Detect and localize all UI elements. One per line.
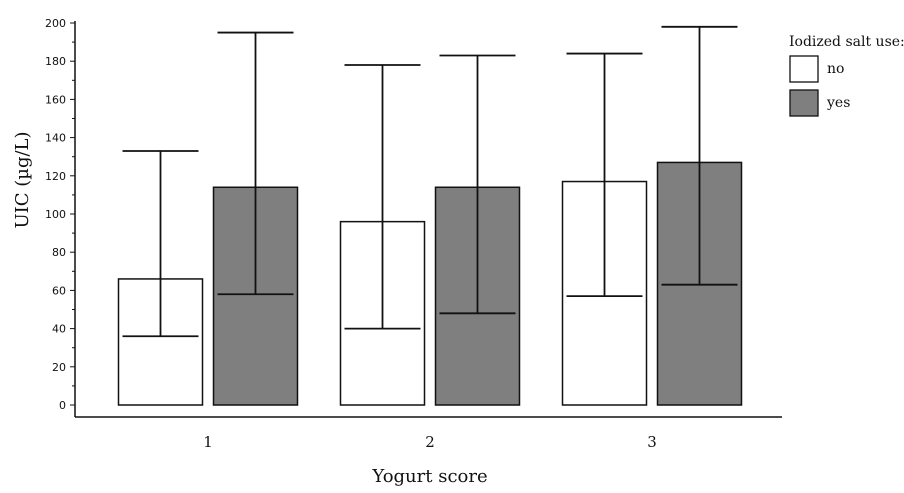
x-tick-label-2: 2 — [425, 433, 435, 451]
x-tick-label-1: 1 — [203, 433, 213, 451]
legend-label-yes: yes — [826, 95, 850, 111]
legend-title: Iodized salt use: — [789, 34, 904, 50]
y-tick-label-5: 100 — [45, 208, 66, 221]
y-tick-label-9: 180 — [45, 55, 66, 68]
y-tick-label-3: 60 — [52, 284, 66, 297]
y-tick-label-2: 40 — [52, 323, 66, 336]
plot-area: 0 20 40 60 80 100 120 140 160 180 200 1 2 3 — [45, 17, 782, 451]
legend-swatch-yes — [789, 89, 819, 117]
y-tick-label-8: 160 — [45, 93, 66, 106]
x-tick-label-3: 3 — [647, 433, 657, 451]
legend-label-no: no — [827, 61, 844, 77]
y-tick-label-0: 0 — [59, 399, 66, 412]
legend-swatch-no — [789, 55, 819, 83]
y-tick-label-4: 80 — [52, 246, 66, 259]
y-tick-label-10: 200 — [45, 17, 66, 30]
y-tick-label-1: 20 — [52, 361, 66, 374]
x-axis-title: Yogurt score — [371, 466, 487, 487]
y-axis-title: UIC (µg/L) — [12, 131, 33, 228]
y-tick-label-7: 140 — [45, 132, 66, 145]
y-tick-label-6: 120 — [45, 170, 66, 183]
legend: Iodized salt use: no yes — [789, 34, 904, 117]
